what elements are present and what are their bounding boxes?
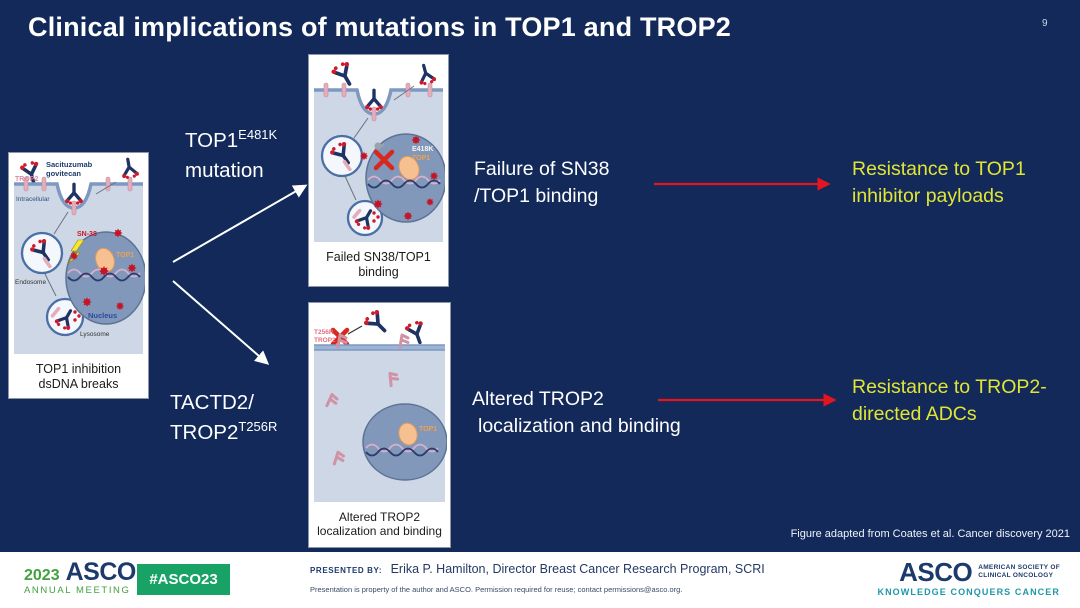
top1-mutation-label: TOP1E481K mutation <box>185 127 278 182</box>
asco-wordmark: ASCO <box>65 558 137 586</box>
intracellular-label: Intracellular <box>16 196 50 203</box>
society-name: AMERICAN SOCIETY OF CLINICAL ONCOLOGY <box>978 563 1060 579</box>
permission-disclaimer: Presentation is property of the author a… <box>310 585 683 594</box>
lysosome-label: Lysosome <box>80 331 110 338</box>
presented-by-label: PRESENTED BY: <box>310 566 383 575</box>
footer-bar: 2023 ASCO ANNUAL MEETING #ASCO23 PRESENT… <box>0 552 1080 608</box>
top1-protein-shape <box>398 155 420 181</box>
nucleus-label: Nucleus <box>88 311 117 320</box>
top-result-arrow <box>654 177 831 191</box>
arrow-to-top1-mutation <box>172 184 308 263</box>
presenter-name: Erika P. Hamilton, Director Breast Cance… <box>390 562 765 576</box>
t256r-variant-label: T256R <box>314 329 334 336</box>
svg-text:TROP2: TROP2 <box>314 337 336 344</box>
bottom-panel-caption: Altered TROP2 localization and binding <box>317 510 442 539</box>
trop2-label: TROP2 <box>15 176 38 183</box>
svg-text:govitecan: govitecan <box>46 169 81 178</box>
meeting-year: 2023 <box>24 567 60 584</box>
sn38-label: SN-38 <box>77 231 97 238</box>
page-title: Clinical implications of mutations in TO… <box>28 12 731 42</box>
bottom-result-arrow <box>658 393 837 407</box>
top-outcome-text: Resistance to TOP1 inhibitor payloads <box>852 158 1026 207</box>
hashtag-badge: #ASCO23 <box>137 564 230 595</box>
trop2-mutation-label: TACTD2/ TROP2T256R <box>170 391 278 444</box>
branch-arrows <box>172 184 308 365</box>
top-effect-text: Failure of SN38 /TOP1 binding <box>474 158 610 207</box>
arrow-to-trop2-mutation <box>172 280 270 365</box>
sacituzumab-mechanism-diagram: Sacituzumab govitecan TROP2 Intracellula… <box>14 156 147 354</box>
altered-trop2-panel: T256R TROP2 TOP1 Altered TROP2 localizat… <box>308 302 451 548</box>
slide-number: 9 <box>1042 18 1048 29</box>
failed-binding-panel: E418K TOP1 Failed SN38/TOP1 binding <box>308 54 449 287</box>
drug-name-label: Sacituzumab <box>46 160 93 169</box>
annual-meeting-label: ANNUAL MEETING <box>24 585 131 596</box>
top-panel-caption: Failed SN38/TOP1 binding <box>326 250 431 279</box>
top1-protein-shape <box>398 422 418 446</box>
failed-binding-diagram: E418K TOP1 <box>314 57 447 242</box>
failed-binding-x-icon <box>373 149 395 171</box>
endosome-label: Endosome <box>15 279 46 286</box>
bottom-effect-text: Altered TROP2 localization and binding <box>472 388 681 437</box>
presenter-block: PRESENTED BY: Erika P. Hamilton, Directo… <box>310 560 870 594</box>
asco-logo-wordmark: ASCO <box>899 557 973 587</box>
asco-annual-meeting-logo: 2023 ASCO ANNUAL MEETING <box>24 558 137 596</box>
svg-text:TOP1: TOP1 <box>412 155 430 162</box>
asco-society-logo: ASCO AMERICAN SOCIETY OF CLINICAL ONCOLO… <box>877 559 1060 597</box>
figure-citation: Figure adapted from Coates et al. Cancer… <box>790 528 1070 540</box>
e418k-variant-label: E418K <box>412 146 433 153</box>
asco-tagline: KNOWLEDGE CONQUERS CANCER <box>877 587 1060 597</box>
bottom-outcome-text: Resistance to TROP2- directed ADCs <box>852 376 1047 425</box>
top1-label: TOP1 <box>116 252 134 259</box>
sacituzumab-mechanism-panel: Sacituzumab govitecan TROP2 Intracellula… <box>8 152 149 399</box>
top1-label: TOP1 <box>419 426 437 433</box>
top1-protein-shape <box>95 247 115 273</box>
left-panel-caption: TOP1 inhibition dsDNA breaks <box>35 362 122 391</box>
altered-trop2-diagram: T256R TROP2 TOP1 <box>314 306 448 502</box>
